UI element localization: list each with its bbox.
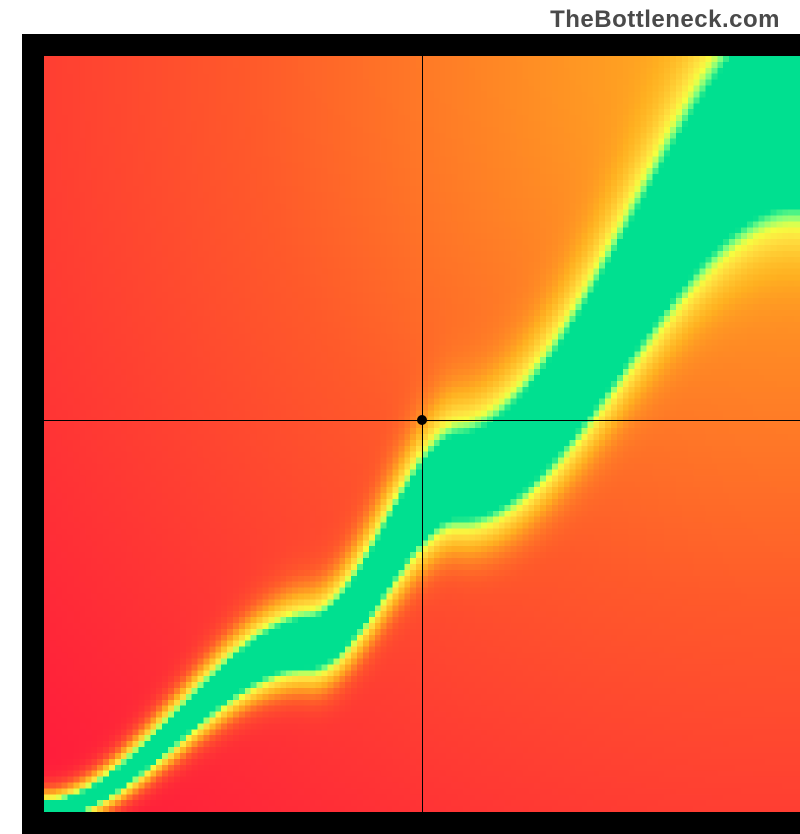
chart-frame	[22, 34, 800, 834]
watermark-text: TheBottleneck.com	[550, 6, 780, 34]
crosshair-vertical	[422, 56, 423, 812]
data-point-marker	[417, 415, 427, 425]
